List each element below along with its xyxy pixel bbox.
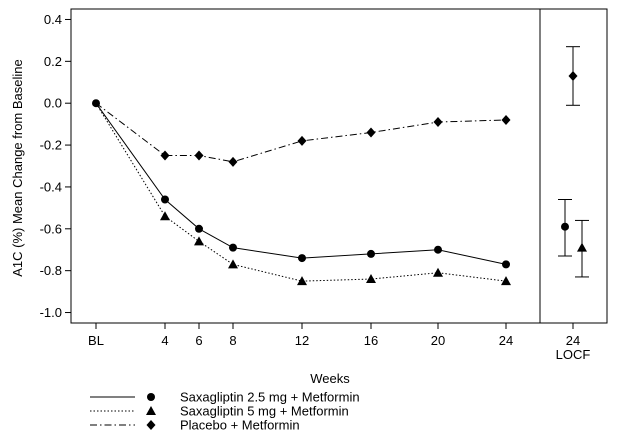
legend-label: Saxagliptin 2.5 mg + Metformin (180, 390, 360, 405)
series-3-point (160, 150, 170, 161)
series-3-point (194, 150, 204, 161)
legend: Saxagliptin 2.5 mg + MetforminSaxaglipti… (90, 390, 360, 433)
series-2-point (366, 274, 376, 284)
locf-point (568, 70, 578, 81)
x-tick-label: 4 (161, 333, 168, 348)
series-2-point (228, 259, 238, 269)
legend-label: Placebo + Metformin (180, 418, 300, 433)
y-tick-label: -0.4 (40, 179, 62, 194)
y-tick-label: 0.4 (44, 12, 62, 27)
series-1-point (298, 254, 306, 263)
legend-marker (146, 406, 156, 415)
series-3-point (366, 127, 376, 138)
y-tick-label: 0.2 (44, 54, 62, 69)
series-3-point (297, 135, 307, 146)
locf-point (577, 242, 587, 252)
legend-marker (146, 420, 156, 430)
series-1-point (502, 260, 510, 269)
series-2-point (194, 236, 204, 246)
series-2-point (297, 276, 307, 286)
series-1-point (229, 243, 237, 252)
series-1-point (434, 245, 442, 254)
series-2-point (160, 211, 170, 221)
x-tick-label: 16 (364, 333, 378, 348)
series-line-3 (95, 102, 507, 163)
y-tick-label: 0.0 (44, 96, 62, 111)
locf-tick-label: LOCF (556, 347, 591, 362)
series-1-point (161, 195, 169, 204)
y-tick-label: -0.2 (40, 138, 62, 153)
locf-point (561, 222, 569, 231)
series-3-point (433, 117, 443, 128)
x-tick-label: 12 (295, 333, 309, 348)
legend-label: Saxagliptin 5 mg + Metformin (180, 404, 349, 419)
series-1-point (195, 224, 203, 233)
series-line-1 (95, 102, 507, 265)
plot-frame (70, 8, 608, 324)
series-2-point (501, 276, 511, 286)
series-3-point (501, 114, 511, 125)
locf-tick-label: 24 (566, 333, 580, 348)
legend-marker (147, 393, 155, 401)
x-tick-label: 6 (195, 333, 202, 348)
series-2-point (433, 267, 443, 277)
series-3-point (228, 156, 238, 167)
locf-panel (558, 46, 589, 278)
series-1-point (367, 249, 375, 258)
x-tick-label: 20 (431, 333, 445, 348)
y-axis-label: A1C (%) Mean Change from Baseline (10, 59, 25, 277)
axes: 0.4 0.2 0.0 -0.2 -0.4 -0.6 -0.8 -1.0 BL 4 6 8 12 16 20… (40, 8, 608, 362)
plot-marks (92, 99, 511, 286)
x-tick-label: 8 (229, 333, 236, 348)
x-tick-label: BL (88, 333, 104, 348)
y-tick-label: -0.8 (40, 263, 62, 278)
x-tick-label: 24 (499, 333, 513, 348)
y-tick-label: -0.6 (40, 221, 62, 236)
baseline-point (92, 99, 100, 108)
x-axis-label: Weeks (310, 371, 350, 386)
y-tick-label: -1.0 (40, 305, 62, 320)
